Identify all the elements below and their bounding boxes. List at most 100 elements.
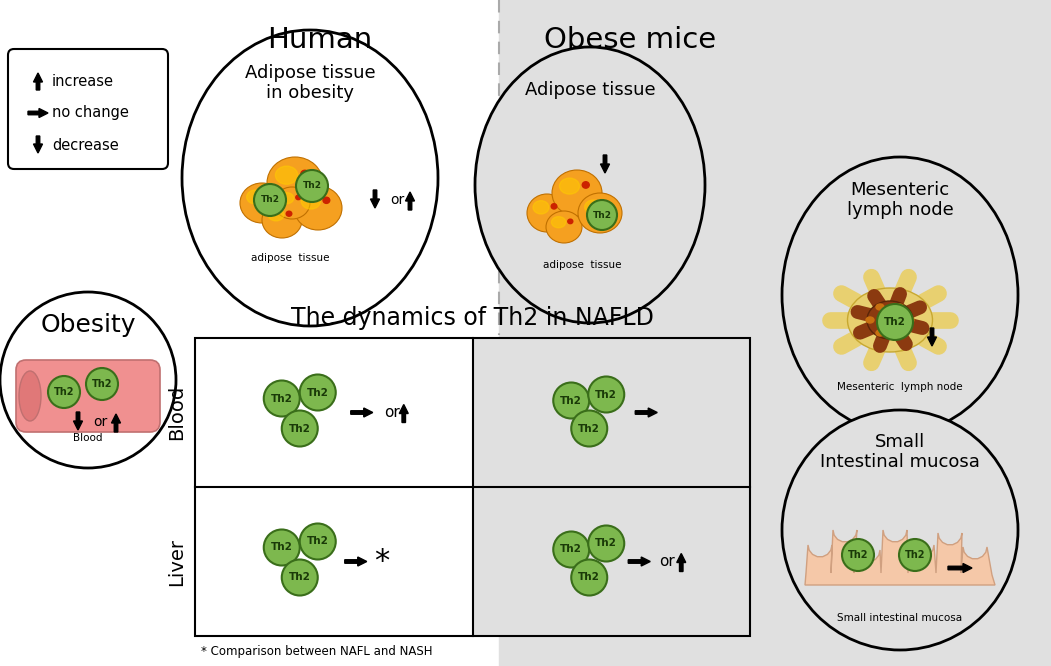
FancyArrow shape bbox=[74, 412, 82, 430]
Text: Th2: Th2 bbox=[560, 545, 582, 555]
Ellipse shape bbox=[897, 330, 904, 336]
Ellipse shape bbox=[262, 202, 302, 238]
FancyArrow shape bbox=[948, 563, 972, 573]
Text: Adipose tissue
in obesity: Adipose tissue in obesity bbox=[245, 63, 375, 103]
Ellipse shape bbox=[897, 304, 904, 310]
Text: or: or bbox=[659, 554, 675, 569]
Text: or: or bbox=[390, 193, 405, 207]
Text: Th2: Th2 bbox=[54, 387, 75, 397]
Bar bbox=[195, 338, 473, 636]
Ellipse shape bbox=[275, 166, 297, 184]
Circle shape bbox=[553, 382, 590, 418]
Circle shape bbox=[264, 380, 300, 416]
Text: Blood: Blood bbox=[74, 433, 103, 443]
Bar bbox=[473, 338, 750, 636]
Text: decrease: decrease bbox=[51, 137, 119, 153]
Circle shape bbox=[254, 184, 286, 216]
Ellipse shape bbox=[268, 208, 284, 221]
Text: or: or bbox=[92, 415, 107, 429]
Ellipse shape bbox=[247, 190, 264, 204]
Text: Th2: Th2 bbox=[560, 396, 582, 406]
Ellipse shape bbox=[578, 193, 622, 233]
Ellipse shape bbox=[582, 182, 590, 188]
Text: Th2: Th2 bbox=[905, 550, 925, 560]
Ellipse shape bbox=[552, 216, 565, 228]
FancyArrow shape bbox=[399, 404, 408, 422]
Ellipse shape bbox=[527, 194, 566, 232]
Ellipse shape bbox=[547, 211, 582, 243]
FancyArrow shape bbox=[635, 408, 657, 417]
Ellipse shape bbox=[323, 197, 330, 203]
Ellipse shape bbox=[301, 170, 309, 178]
Text: Mesenteric  lymph node: Mesenteric lymph node bbox=[838, 382, 963, 392]
Ellipse shape bbox=[286, 211, 292, 216]
FancyBboxPatch shape bbox=[16, 360, 160, 432]
Circle shape bbox=[264, 529, 300, 565]
Ellipse shape bbox=[604, 203, 611, 209]
Text: Small intestinal mucosa: Small intestinal mucosa bbox=[838, 613, 963, 623]
Ellipse shape bbox=[280, 192, 294, 204]
Circle shape bbox=[553, 531, 590, 567]
Bar bbox=[195, 338, 750, 636]
Text: Th2: Th2 bbox=[578, 573, 600, 583]
Ellipse shape bbox=[294, 186, 342, 230]
Circle shape bbox=[877, 304, 913, 340]
Circle shape bbox=[48, 376, 80, 408]
Ellipse shape bbox=[847, 288, 932, 352]
Circle shape bbox=[86, 368, 118, 400]
Circle shape bbox=[282, 559, 317, 595]
Ellipse shape bbox=[552, 170, 602, 216]
Circle shape bbox=[282, 410, 317, 446]
Ellipse shape bbox=[19, 371, 41, 421]
FancyArrow shape bbox=[34, 73, 42, 90]
FancyArrow shape bbox=[406, 192, 414, 210]
Text: Obese mice: Obese mice bbox=[544, 26, 716, 54]
FancyArrow shape bbox=[371, 190, 379, 208]
Circle shape bbox=[572, 410, 607, 446]
Circle shape bbox=[842, 539, 874, 571]
Text: or: or bbox=[384, 405, 399, 420]
Text: Th2: Th2 bbox=[848, 550, 868, 560]
Ellipse shape bbox=[182, 30, 438, 326]
Text: Th2: Th2 bbox=[261, 196, 280, 204]
Text: Th2: Th2 bbox=[578, 424, 600, 434]
Text: Human: Human bbox=[267, 26, 373, 54]
Text: Th2: Th2 bbox=[595, 539, 617, 549]
Text: adipose  tissue: adipose tissue bbox=[542, 260, 621, 270]
Text: Th2: Th2 bbox=[289, 424, 311, 434]
Ellipse shape bbox=[875, 330, 884, 336]
Text: Th2: Th2 bbox=[271, 394, 292, 404]
Ellipse shape bbox=[906, 317, 914, 323]
FancyArrow shape bbox=[111, 414, 121, 432]
Text: increase: increase bbox=[51, 73, 114, 89]
Ellipse shape bbox=[267, 193, 273, 198]
Text: Th2: Th2 bbox=[289, 573, 311, 583]
Circle shape bbox=[300, 523, 335, 559]
Text: * Comparison between NAFL and NASH: * Comparison between NAFL and NASH bbox=[201, 645, 433, 659]
Bar bbox=[499, 0, 1051, 666]
FancyArrow shape bbox=[927, 328, 936, 346]
Ellipse shape bbox=[274, 187, 310, 219]
Text: Th2: Th2 bbox=[595, 390, 617, 400]
Ellipse shape bbox=[267, 157, 323, 209]
Text: adipose  tissue: adipose tissue bbox=[251, 253, 329, 263]
FancyArrow shape bbox=[345, 557, 367, 566]
Text: Mesenteric
lymph node: Mesenteric lymph node bbox=[847, 180, 953, 219]
Ellipse shape bbox=[302, 194, 321, 209]
Text: Liver: Liver bbox=[167, 537, 186, 585]
Ellipse shape bbox=[533, 200, 549, 214]
Circle shape bbox=[300, 374, 335, 410]
Text: Blood: Blood bbox=[167, 385, 186, 440]
Text: Obesity: Obesity bbox=[40, 313, 136, 337]
Polygon shape bbox=[805, 530, 995, 585]
FancyArrow shape bbox=[677, 553, 685, 571]
Text: Th2: Th2 bbox=[307, 537, 329, 547]
Ellipse shape bbox=[875, 304, 884, 310]
FancyArrow shape bbox=[34, 136, 42, 153]
Circle shape bbox=[296, 170, 328, 202]
FancyBboxPatch shape bbox=[8, 49, 168, 169]
Circle shape bbox=[588, 200, 617, 230]
FancyArrow shape bbox=[600, 155, 610, 173]
FancyArrow shape bbox=[28, 109, 48, 117]
Text: The dynamics of Th2 in NAFLD: The dynamics of Th2 in NAFLD bbox=[291, 306, 654, 330]
